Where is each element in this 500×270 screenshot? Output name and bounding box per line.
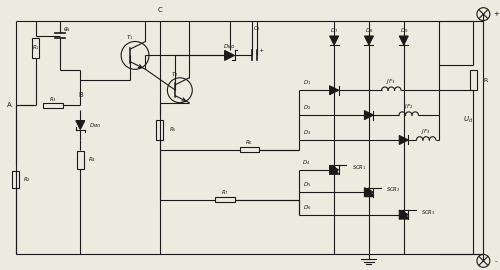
Text: $D_2$: $D_2$ — [302, 103, 311, 112]
Polygon shape — [330, 165, 338, 174]
Text: $D_5$: $D_5$ — [302, 180, 311, 189]
Text: $SCR_1$: $SCR_1$ — [352, 163, 366, 172]
Bar — [240, 147, 260, 152]
Bar — [43, 103, 63, 108]
Polygon shape — [400, 136, 408, 144]
Text: $R_7$: $R_7$ — [220, 188, 228, 197]
Text: $T_2$: $T_2$ — [171, 70, 178, 79]
Text: $R_4$: $R_4$ — [88, 156, 96, 164]
Text: A: A — [7, 102, 12, 108]
Text: $JF_2$: $JF_2$ — [404, 102, 413, 111]
Text: $D_4$: $D_4$ — [302, 158, 311, 167]
Text: $D_7$: $D_7$ — [330, 26, 338, 35]
Text: C: C — [158, 7, 162, 13]
Polygon shape — [330, 165, 338, 174]
Polygon shape — [224, 50, 234, 60]
Text: $U_d$: $U_d$ — [464, 115, 473, 125]
Bar — [156, 120, 164, 140]
Text: $R_6$: $R_6$ — [246, 138, 254, 147]
Text: R: R — [484, 78, 488, 83]
Text: $Dw_1$: $Dw_1$ — [90, 121, 102, 130]
Text: +: + — [63, 26, 68, 32]
Polygon shape — [364, 36, 374, 45]
Polygon shape — [400, 36, 408, 45]
Text: $JF_1$: $JF_1$ — [386, 77, 396, 86]
Text: $D_9$: $D_9$ — [400, 26, 408, 35]
Polygon shape — [330, 86, 338, 95]
Text: $C_1$: $C_1$ — [63, 25, 71, 34]
Text: $D_1$: $D_1$ — [302, 78, 311, 87]
Bar — [214, 197, 234, 202]
Text: $D_6$: $D_6$ — [302, 203, 311, 212]
Text: $Dw_2$: $Dw_2$ — [223, 42, 236, 51]
Bar — [77, 151, 84, 168]
Text: $R_3$: $R_3$ — [49, 95, 57, 104]
Text: $C_2$: $C_2$ — [253, 23, 261, 32]
Polygon shape — [364, 188, 374, 197]
Text: $D_3$: $D_3$ — [302, 128, 311, 137]
Text: +: + — [493, 11, 499, 17]
Text: $T_1$: $T_1$ — [126, 33, 134, 42]
Text: $R_5$: $R_5$ — [169, 126, 177, 134]
Text: $R_1$: $R_1$ — [32, 43, 40, 52]
Bar — [32, 38, 39, 58]
Text: B: B — [78, 92, 82, 98]
Polygon shape — [330, 36, 338, 45]
Polygon shape — [400, 210, 408, 219]
Text: -: - — [494, 258, 497, 264]
Text: +: + — [258, 48, 264, 53]
Polygon shape — [400, 210, 408, 219]
Polygon shape — [364, 188, 374, 197]
Bar — [12, 171, 19, 188]
Text: $SCR_2$: $SCR_2$ — [386, 185, 401, 194]
Text: $D_8$: $D_8$ — [364, 26, 373, 35]
Polygon shape — [364, 111, 374, 120]
Text: $R_2$: $R_2$ — [23, 175, 31, 184]
Polygon shape — [76, 121, 85, 130]
Bar — [470, 70, 477, 90]
Text: $JF_3$: $JF_3$ — [421, 127, 431, 136]
Text: $SCR_3$: $SCR_3$ — [421, 208, 436, 217]
